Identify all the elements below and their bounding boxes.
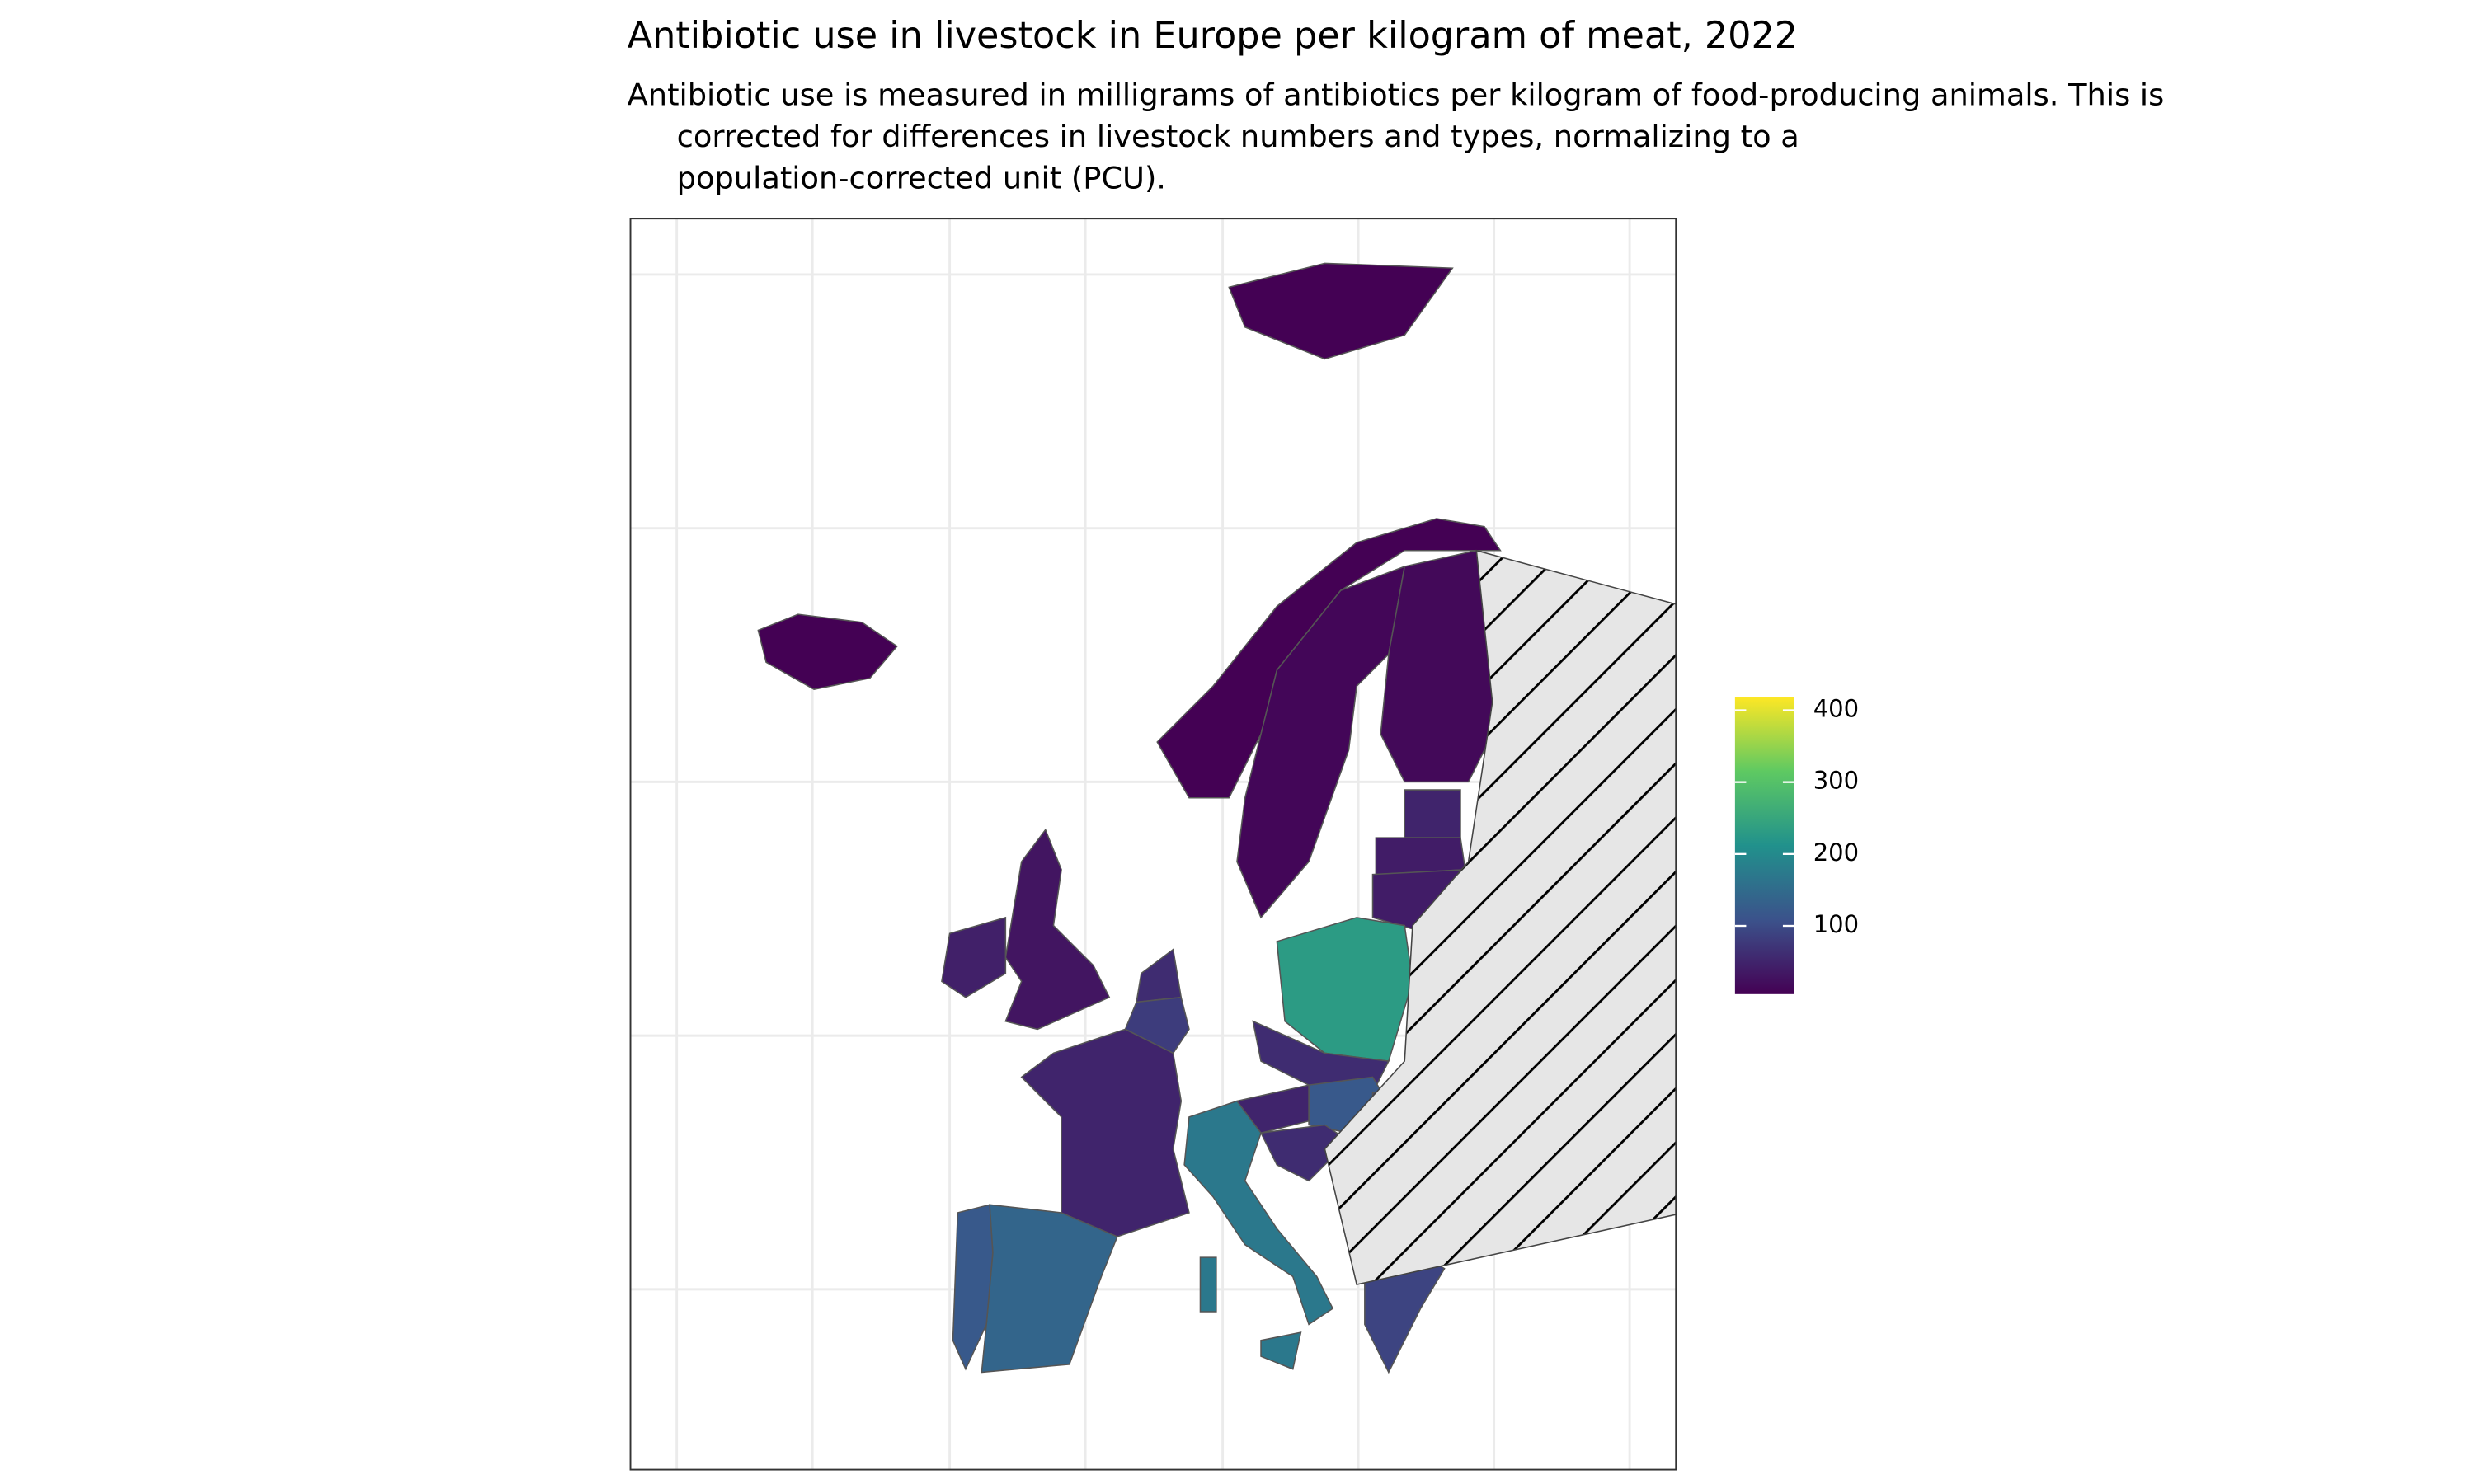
map — [630, 218, 1677, 1470]
legend-tick-label: 100 — [1813, 910, 1859, 938]
legend-colorbar — [1734, 697, 1794, 994]
region — [757, 613, 898, 690]
subtitle-line: population-corrected unit (PCU). — [677, 160, 1166, 195]
region — [1004, 828, 1111, 1031]
region — [1228, 262, 1454, 360]
legend-tick-label: 300 — [1813, 767, 1859, 795]
region — [1276, 917, 1413, 1062]
region — [981, 1204, 1118, 1374]
region — [941, 916, 1007, 998]
legend-tick-label: 400 — [1813, 694, 1859, 722]
region — [1199, 1256, 1217, 1313]
region — [1375, 837, 1466, 876]
region — [952, 1204, 994, 1371]
region — [1136, 948, 1183, 1003]
region — [1260, 1331, 1302, 1370]
map-frame — [629, 218, 1677, 1471]
legend-tick-label: 200 — [1813, 838, 1859, 866]
region — [1020, 1028, 1190, 1237]
region — [1156, 518, 1502, 799]
subtitle-line: corrected for differences in livestock n… — [677, 119, 1799, 154]
region — [1236, 565, 1406, 919]
subtitle-line: Antibiotic use is measured in milligrams… — [628, 77, 2165, 113]
region — [1404, 789, 1461, 838]
no-data-area — [1324, 549, 1677, 1285]
graticule — [630, 218, 1677, 1470]
title: Antibiotic use in livestock in Europe pe… — [628, 15, 1798, 57]
